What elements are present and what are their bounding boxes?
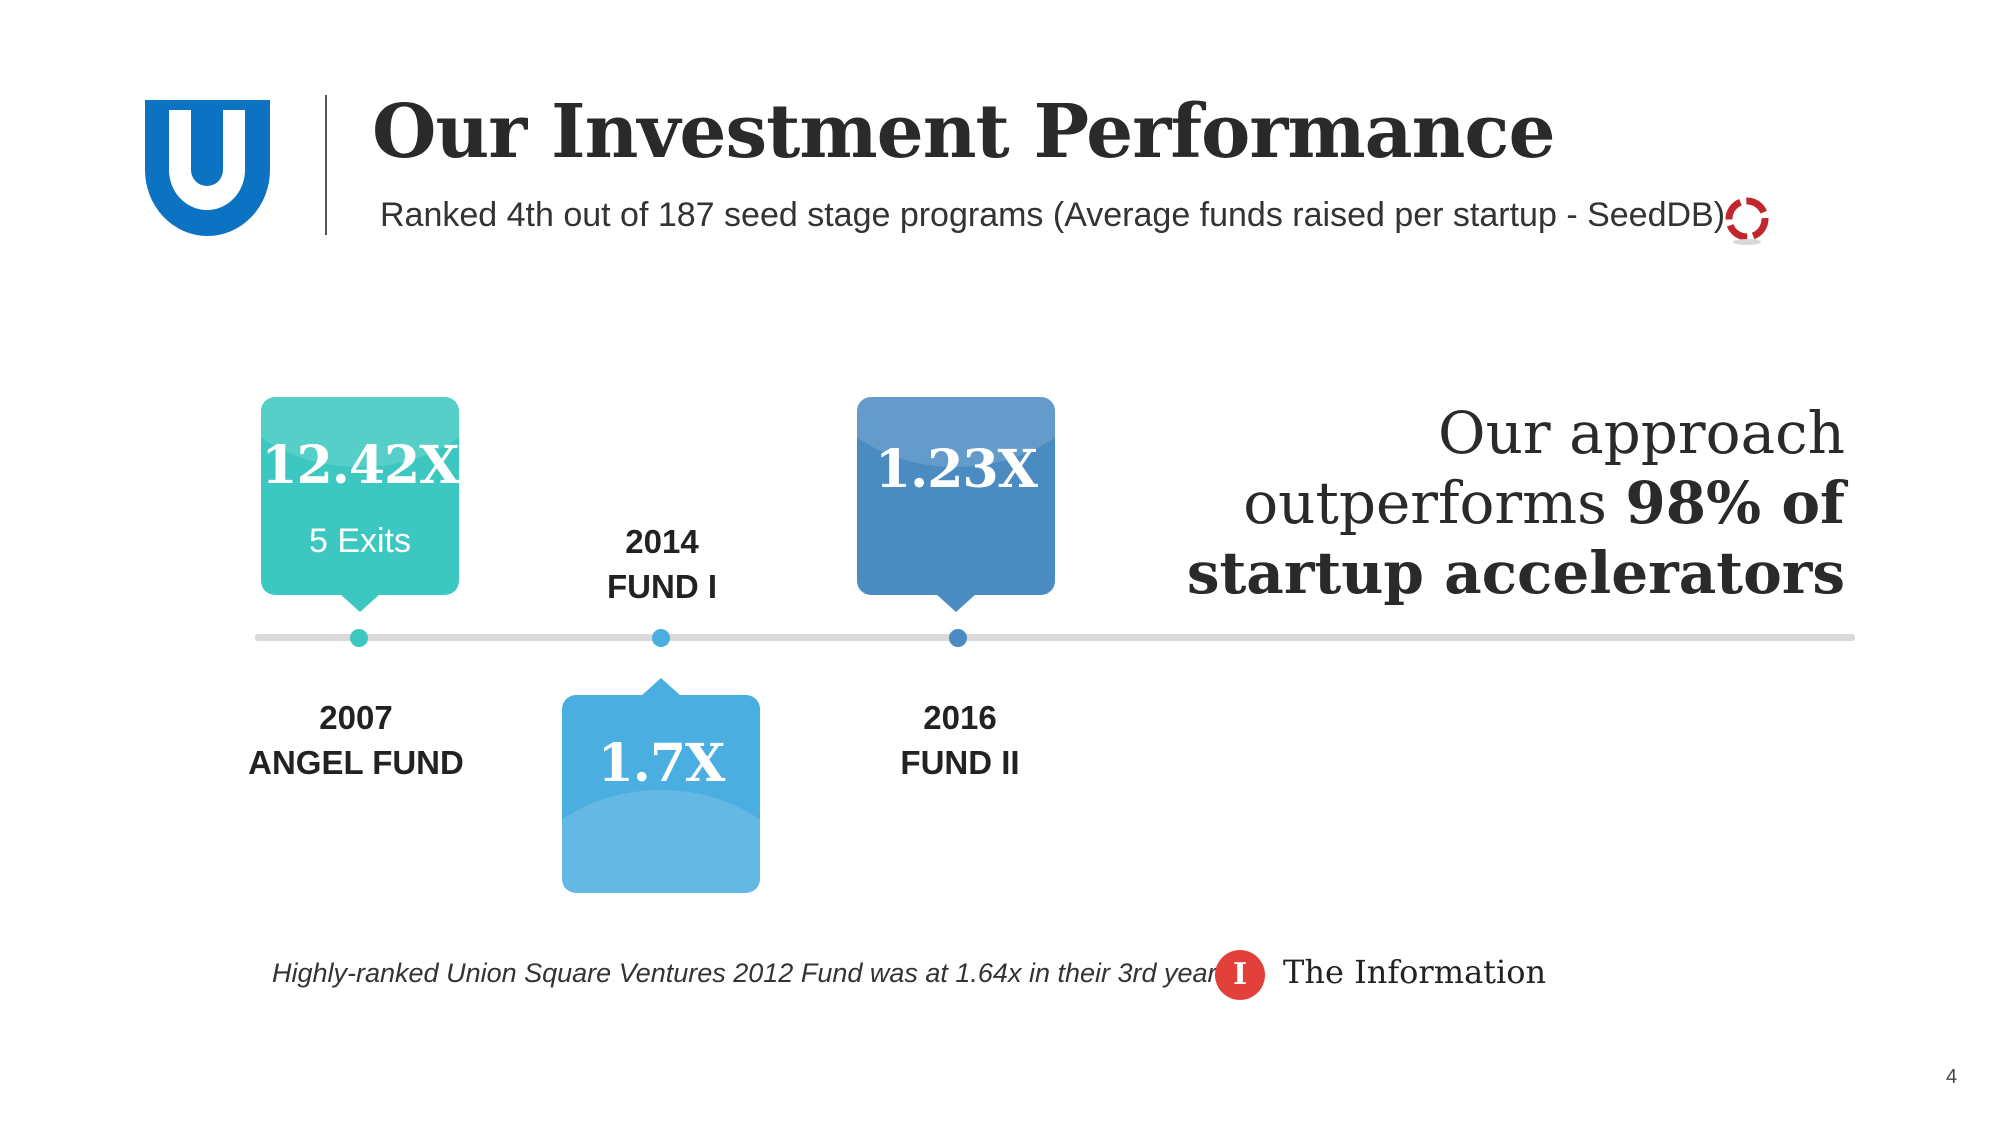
seeddb-icon <box>1725 197 1769 245</box>
fund-i-callout: 1.7X <box>562 695 760 893</box>
page-subtitle: Ranked 4th out of 187 seed stage program… <box>380 196 1726 234</box>
footnote: Highly-ranked Union Square Ventures 2012… <box>272 958 1224 988</box>
fund-i-multiple: 1.7X <box>597 733 726 794</box>
approach-line-2-plain: outperforms <box>1243 469 1626 537</box>
timeline-track <box>255 634 1855 641</box>
approach-line-3-bold: startup accelerators <box>1186 539 1845 607</box>
timeline-dot-2016 <box>949 629 967 647</box>
fund-ii-multiple: 1.23X <box>875 439 1038 500</box>
page-number: 4 <box>1946 1066 1958 1088</box>
fund-ii-callout: 1.23X <box>857 397 1055 595</box>
u-shield-logo-icon <box>145 100 270 236</box>
fund-ii-label: 2016 FUND II <box>830 695 1090 785</box>
timeline-dot-2007 <box>350 629 368 647</box>
the-information-name: The Information <box>1283 953 1547 991</box>
angel-fund-name: ANGEL FUND <box>248 744 464 781</box>
page-title: Our Investment Performance <box>372 89 1556 175</box>
angel-fund-exits: 5 Exits <box>308 522 412 560</box>
approach-statement: Our approach outperforms 98% of startup … <box>1145 398 1845 608</box>
fund-i-name: FUND I <box>607 568 717 605</box>
fund-i-pointer <box>641 678 681 696</box>
angel-fund-pointer <box>340 594 380 612</box>
timeline-dot-2014 <box>652 629 670 647</box>
fund-ii-year: 2016 <box>923 699 997 736</box>
approach-line-3: startup accelerators <box>1145 538 1845 608</box>
angel-fund-callout: 12.42X 5 Exits <box>261 397 459 595</box>
fund-ii-name: FUND II <box>900 744 1020 781</box>
fund-i-label: 2014 FUND I <box>532 519 792 609</box>
header-divider <box>325 95 327 235</box>
approach-line-2: outperforms 98% of <box>1145 468 1845 538</box>
angel-fund-label: 2007 ANGEL FUND <box>226 695 486 785</box>
approach-line-2-bold: 98% of <box>1625 469 1845 537</box>
the-information-logo-icon: I <box>1215 950 1265 1000</box>
fund-ii-pointer <box>936 594 976 612</box>
angel-fund-year: 2007 <box>319 699 393 736</box>
angel-fund-multiple: 12.42X <box>261 435 459 496</box>
approach-line-1: Our approach <box>1438 399 1845 467</box>
fund-i-year: 2014 <box>625 523 699 560</box>
